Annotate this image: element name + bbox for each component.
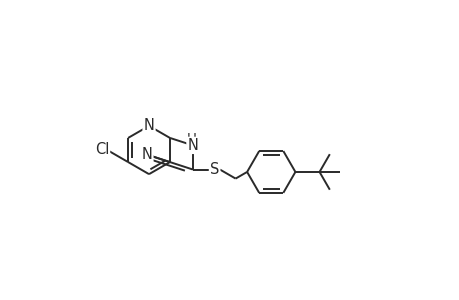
Text: H: H — [186, 131, 196, 145]
Text: N: N — [143, 118, 154, 134]
Text: Cl: Cl — [95, 142, 109, 158]
Text: S: S — [209, 162, 219, 177]
Text: N: N — [187, 138, 198, 153]
Text: N: N — [141, 147, 152, 162]
